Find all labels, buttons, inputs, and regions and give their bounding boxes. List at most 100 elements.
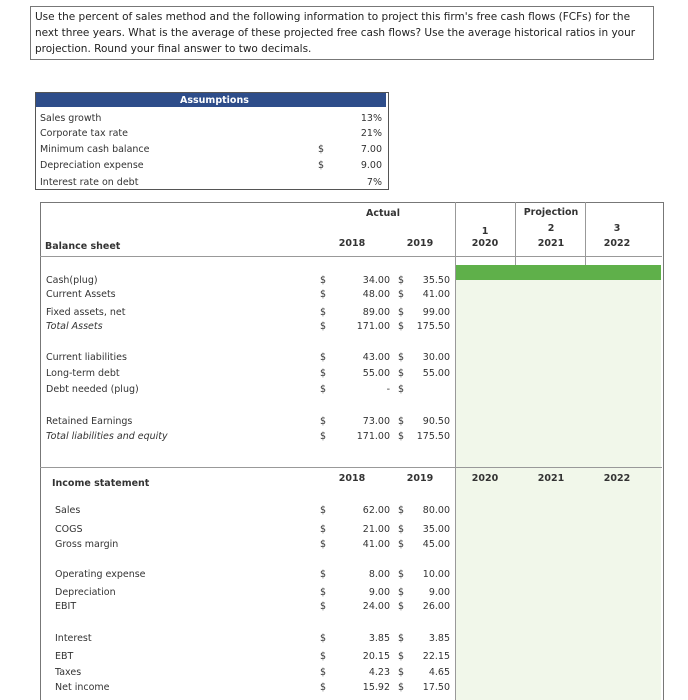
assumption-label: Depreciation expense [40,160,144,171]
currency: $ [398,321,405,332]
section-title: Income statement [52,478,150,489]
cell-value: 34.00 [362,275,390,286]
cell-value: 62.00 [362,505,390,516]
row-label: Debt needed (plug) [46,384,139,395]
row-label: Long-term debt [46,368,120,379]
currency: $ [320,368,327,379]
cell-value: 99.00 [422,307,450,318]
projection-area [456,280,661,700]
cell-value: 55.00 [422,368,450,379]
cell-value: 45.00 [422,539,450,550]
assumption-value: 13% [360,113,382,124]
period-number: 2 [547,223,555,234]
currency: $ [320,587,327,598]
currency: $ [398,275,405,286]
currency: $ [398,539,405,550]
assumption-value: 7.00 [360,144,382,155]
period-number: 3 [613,223,621,234]
assumption-label: Interest rate on debt [40,177,139,188]
cell-value: 55.00 [362,368,390,379]
currency: $ [398,289,405,300]
year: 2019 [406,238,434,249]
currency: $ [398,651,405,662]
currency: $ [398,633,405,644]
cell-value: 73.00 [362,416,390,427]
cell-value: 26.00 [422,601,450,612]
cell-value: 10.00 [422,569,450,580]
cell-value: 171.00 [356,321,390,332]
currency: $ [320,289,327,300]
year: 2022 [603,473,631,484]
row-label: Total Assets [46,321,103,332]
cash-highlight [456,265,661,280]
cell-value: 15.92 [362,682,390,693]
currency: $ [320,682,327,693]
currency: $ [320,539,327,550]
cell-value: 21.00 [362,524,390,535]
cell-value: 4.23 [368,667,390,678]
currency: $ [320,384,327,395]
row-label: Taxes [55,667,82,678]
assumption-value: 7% [366,177,382,188]
currency: $ [398,569,405,580]
cell-value: 24.00 [362,601,390,612]
row-label: Fixed assets, net [46,307,126,318]
year: 2020 [471,473,499,484]
cell-value: 3.85 [428,633,450,644]
assumptions-header [36,93,386,107]
currency: $ [318,160,325,171]
question: Use the percent of sales method and the … [30,6,654,60]
cell-value: 20.15 [362,651,390,662]
currency: $ [320,569,327,580]
rule [40,467,662,468]
year: 2022 [603,238,631,249]
assumption-value: 21% [360,128,382,139]
assumptions-box [35,92,389,190]
cell-value: 8.00 [368,569,390,580]
currency: $ [398,416,405,427]
year: 2021 [537,238,565,249]
row-label: Interest [55,633,92,644]
currency: $ [398,384,405,395]
row-label: Net income [55,682,110,693]
cell-value: 4.65 [428,667,450,678]
currency: $ [398,667,405,678]
cell-value: 175.50 [416,431,450,442]
cell-value: 89.00 [362,307,390,318]
row-label: Current liabilities [46,352,127,363]
currency: $ [320,275,327,286]
year: 2018 [338,473,366,484]
header-projection: Projection [523,207,579,218]
year: 2018 [338,238,366,249]
cell-value: 35.00 [422,524,450,535]
cell-value: 41.00 [362,539,390,550]
assumption-label: Sales growth [40,113,102,124]
row-label: EBIT [55,601,77,612]
currency: $ [318,144,325,155]
row-label: COGS [55,524,83,535]
cell-value: 171.00 [356,431,390,442]
cell-value: 41.00 [422,289,450,300]
row-label: EBT [55,651,74,662]
header-actual: Actual [366,208,400,219]
row-label: Cash(plug) [46,275,98,286]
currency: $ [398,352,405,363]
cell-value: 175.50 [416,321,450,332]
cell-value: 48.00 [362,289,390,300]
currency: $ [320,416,327,427]
currency: $ [320,307,327,318]
currency: $ [398,601,405,612]
currency: $ [398,431,405,442]
cell-value: 3.85 [368,633,390,644]
assumption-value: 9.00 [360,160,382,171]
currency: $ [320,633,327,644]
currency: $ [320,352,327,363]
cell-value: 17.50 [422,682,450,693]
cell-value: 30.00 [422,352,450,363]
year: 2021 [537,473,565,484]
currency: $ [320,601,327,612]
cell-value: 90.50 [422,416,450,427]
currency: $ [398,524,405,535]
section-title: Balance sheet [45,241,121,252]
